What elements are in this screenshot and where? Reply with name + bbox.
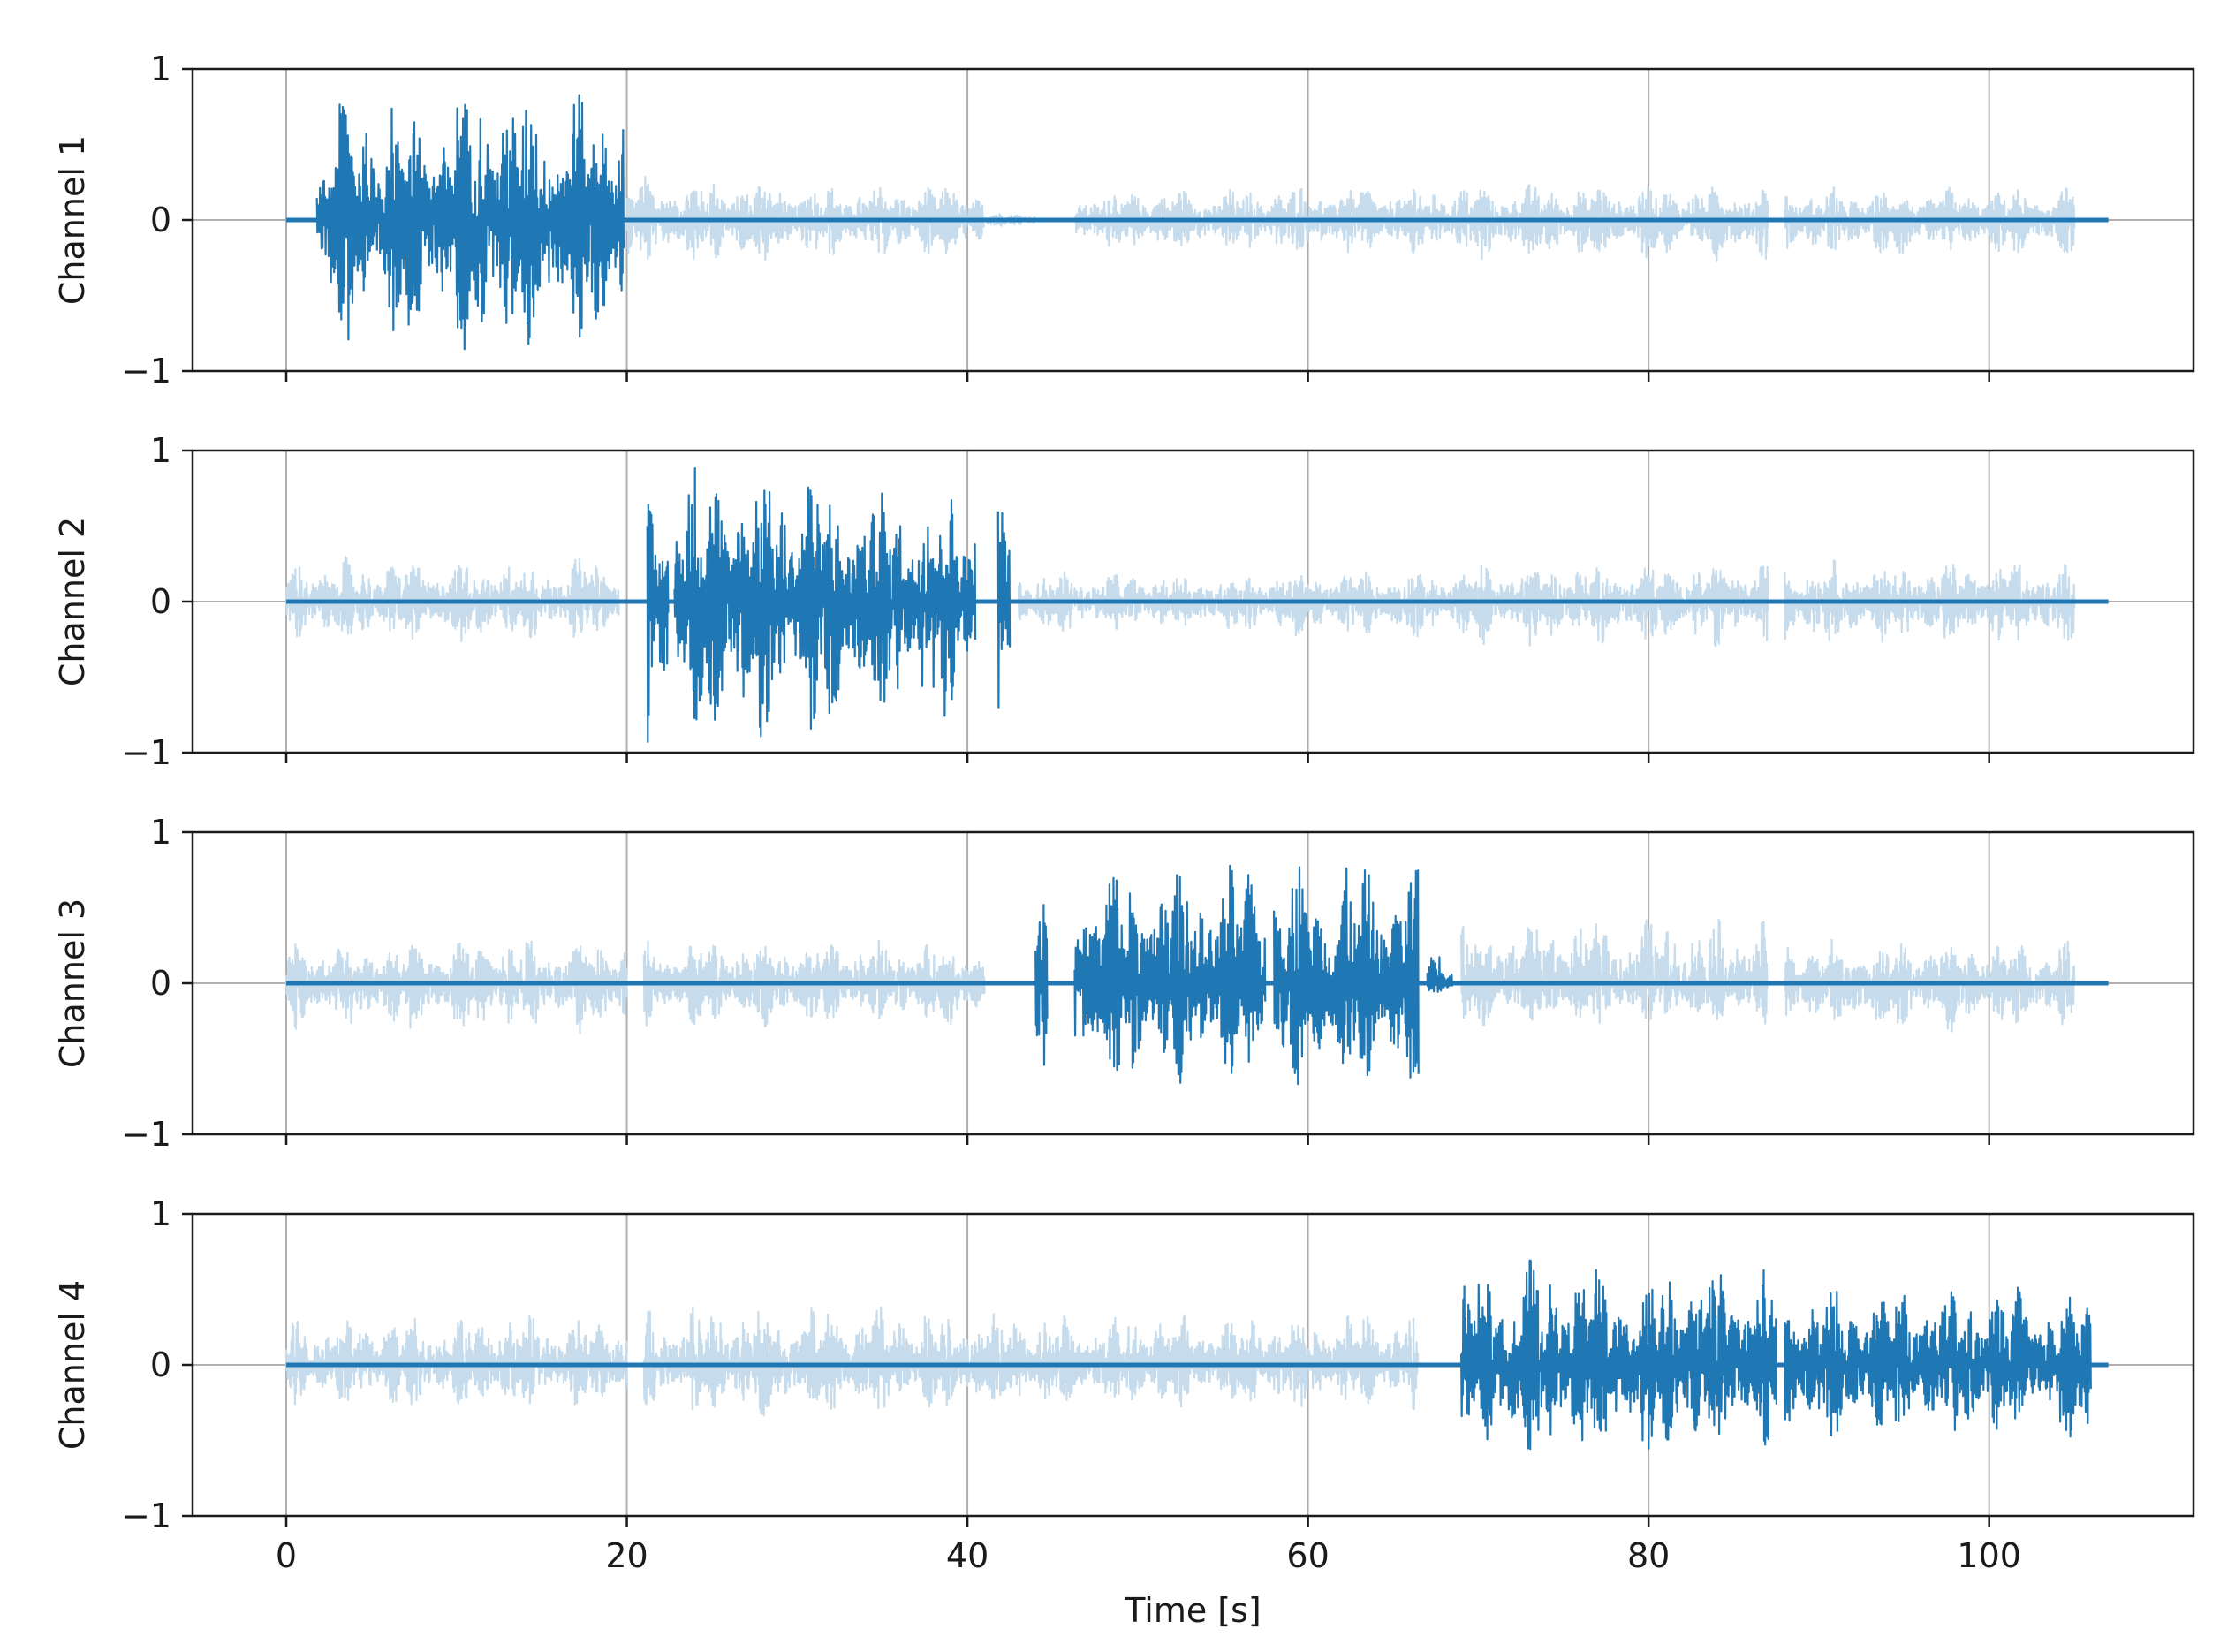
inactive-waveform-burst xyxy=(1784,559,2076,643)
x-tick-label: 0 xyxy=(276,1536,297,1575)
x-tick-label: 60 xyxy=(1286,1536,1329,1575)
active-waveform-burst xyxy=(315,179,332,258)
inactive-waveform-burst xyxy=(1784,938,2076,1033)
active-waveform-burst xyxy=(330,103,461,341)
plot-area xyxy=(286,94,2109,351)
plot-area xyxy=(284,864,2109,1086)
active-waveform-burst xyxy=(1485,1259,1777,1451)
active-waveform-burst xyxy=(517,94,625,345)
active-waveform-burst xyxy=(1784,1286,2092,1438)
y-tick-label: 1 xyxy=(150,813,171,852)
y-axis-label: Channel 1 xyxy=(53,135,92,305)
inactive-waveform-burst xyxy=(625,175,782,261)
y-tick-label: 1 xyxy=(150,431,171,470)
active-waveform-burst xyxy=(1426,956,1453,993)
plot-area xyxy=(284,1259,2109,1451)
y-tick-label: 0 xyxy=(150,1345,171,1384)
channel-panel-4: 1 0 −1 Channel 4 0 20 40 60 80 100 Time [s] xyxy=(53,1194,2195,1630)
inactive-waveform-burst xyxy=(1477,565,1769,648)
y-axis-label: Channel 3 xyxy=(53,898,92,1068)
channel-panel-3: 1 0 −1 Channel 3 xyxy=(53,813,2195,1154)
y-tick-label: 1 xyxy=(150,49,171,88)
y-tick-label: −1 xyxy=(122,733,171,772)
inactive-waveform-burst xyxy=(1073,189,1275,248)
x-tick-label: 100 xyxy=(1957,1536,2021,1575)
active-waveform-burst xyxy=(996,511,1012,709)
y-tick-label: 1 xyxy=(150,1194,171,1233)
inactive-waveform-burst xyxy=(642,1307,986,1417)
active-waveform-burst xyxy=(1273,866,1420,1086)
inactive-waveform-burst xyxy=(778,187,985,255)
y-tick-label: −1 xyxy=(122,352,171,390)
inactive-waveform-burst xyxy=(1273,572,1479,638)
active-waveform-burst xyxy=(1034,904,1049,1066)
x-axis-label: Time [s] xyxy=(1124,1591,1262,1630)
y-tick-label: 0 xyxy=(150,582,171,621)
x-tick-label: 20 xyxy=(605,1536,648,1575)
channel-panel-1: 1 0 −1 Channel 1 xyxy=(53,49,2195,390)
active-waveform-burst xyxy=(822,492,977,717)
x-tick-label: 40 xyxy=(946,1536,989,1575)
x-tick-label: 80 xyxy=(1627,1536,1670,1575)
y-tick-label: 0 xyxy=(150,201,171,239)
inactive-waveform-burst xyxy=(284,940,628,1034)
y-tick-label: −1 xyxy=(122,1497,171,1535)
y-tick-label: 0 xyxy=(150,964,171,1003)
channel-panel-2: 1 0 −1 Channel 2 xyxy=(53,431,2195,772)
y-axis-label: Channel 2 xyxy=(53,517,92,686)
y-tick-label: −1 xyxy=(122,1115,171,1154)
plot-area xyxy=(284,467,2109,743)
y-axis-label: Channel 4 xyxy=(53,1280,92,1450)
